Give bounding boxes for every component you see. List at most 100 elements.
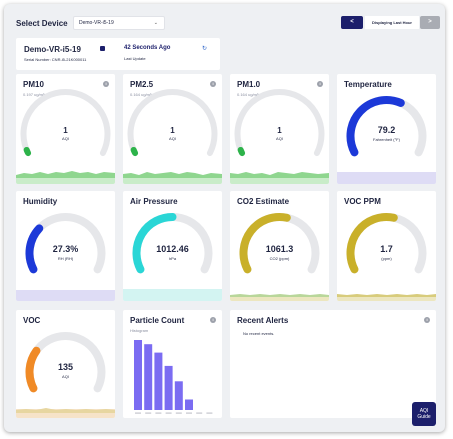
histogram-tick-label — [165, 412, 172, 414]
gauge-value: 1 — [277, 126, 282, 135]
gauge-fill — [239, 213, 291, 274]
particle-histogram — [134, 340, 213, 414]
gauge-value: 79.2 — [377, 125, 396, 135]
histogram-bar — [164, 365, 173, 410]
aqi-guide-button[interactable]: AQI Guide — [412, 402, 436, 426]
humidity-card[interactable]: Humidity 27.3% RH (RH) — [16, 191, 115, 301]
gauge — [25, 213, 106, 274]
gauge-track — [127, 89, 218, 157]
gauge-value: 1 — [63, 126, 68, 135]
trend-area — [16, 290, 115, 301]
card-subtitle: 0.197 ug/m³ — [23, 92, 45, 97]
serial-number: Serial Number: CNR-i5-21K000011 — [24, 57, 87, 62]
chevron-down-icon: ⌄ — [153, 20, 158, 26]
pm10-card[interactable]: PM10 0.197 ug/m³ i 1 AQI — [16, 74, 115, 184]
card-title: VOC — [23, 316, 41, 325]
device-badge-icon — [100, 46, 105, 51]
range-label: Displaying Last Hour — [365, 16, 419, 29]
gauge-fill — [130, 146, 139, 157]
gauge-track — [234, 89, 325, 157]
gauge-unit: AQI — [62, 374, 69, 379]
info-icon[interactable]: i — [103, 81, 109, 87]
refresh-icon[interactable]: ↻ — [202, 46, 208, 52]
gauge-fill — [346, 96, 405, 157]
gauge-unit: AQI — [276, 136, 283, 141]
next-range-button[interactable]: > — [420, 16, 440, 29]
top-bar: Select Device Demo-VR-i5-19 ⌄ < Displayi… — [4, 4, 445, 36]
gauge-fill — [132, 213, 177, 274]
gauge — [346, 96, 427, 157]
histogram-tick-label — [135, 412, 141, 414]
card-title: Particle Count — [130, 316, 185, 325]
card-title: PM10 — [23, 80, 44, 89]
card-title: Humidity — [23, 197, 58, 206]
voc-card[interactable]: VOC 135 AQI — [16, 310, 115, 418]
gauge — [239, 213, 320, 274]
card-title: Air Pressure — [130, 197, 178, 206]
last-update-time: 42 Seconds Ago — [124, 45, 171, 51]
previous-range-button[interactable]: < — [341, 16, 363, 29]
select-device-label: Select Device — [16, 19, 68, 28]
histogram-bar — [154, 352, 163, 410]
device-card: Demo-VR-i5-19 Serial Number: CNR-i5-21K0… — [16, 38, 220, 70]
pm1-card[interactable]: PM1.0 0.164 ug/m³ i 1 AQI — [230, 74, 329, 184]
gauge — [132, 213, 213, 274]
gauge-value: 1061.3 — [265, 244, 294, 254]
gauge-value: 1012.46 — [156, 244, 189, 254]
histogram-tick-label — [206, 412, 213, 414]
air-pressure-card[interactable]: Air Pressure 1012.46 hPa — [123, 191, 222, 301]
histogram-bar — [134, 340, 142, 410]
trend-area — [123, 172, 222, 184]
device-select[interactable]: Demo-VR-i5-19 ⌄ — [73, 16, 165, 30]
gauge-fill — [25, 224, 44, 274]
trend-area — [230, 294, 329, 301]
gauge-unit: Fahrenheit (°F) — [373, 137, 400, 142]
co2-estimate-card[interactable]: CO2 Estimate 1061.3 CO2 (ppm) — [230, 191, 329, 301]
card-title: VOC PPM — [344, 197, 381, 206]
card-subtitle: 0.164 ug/m³ — [237, 92, 259, 97]
histogram-bar — [185, 399, 193, 410]
gauge — [25, 332, 106, 393]
trend-area — [16, 408, 115, 418]
gauge — [234, 89, 325, 157]
gauge-value: 135 — [57, 362, 74, 372]
gauge-value: 27.3% — [52, 244, 79, 254]
info-icon[interactable]: i — [210, 317, 216, 323]
trend-area — [230, 172, 329, 184]
card-subtitle: 0.164 ug/m³ — [130, 92, 152, 97]
info-icon[interactable]: i — [210, 81, 216, 87]
info-icon[interactable]: i — [317, 81, 323, 87]
card-title: PM2.5 — [130, 80, 154, 89]
trend-area — [16, 171, 115, 184]
device-select-value: Demo-VR-i5-19 — [79, 20, 114, 26]
histogram-tick-label — [145, 412, 152, 414]
gauge — [346, 213, 427, 274]
temperature-card[interactable]: Temperature 79.2 Fahrenheit (°F) — [337, 74, 436, 184]
gauge — [20, 89, 111, 157]
histogram-bar — [174, 381, 183, 410]
histogram-tick-label — [196, 412, 203, 414]
gauge-unit: CO2 (ppm) — [269, 256, 290, 261]
card-subtitle: Histogram — [130, 328, 149, 333]
gauge-unit: (ppm) — [381, 256, 392, 261]
trend-area — [337, 172, 436, 184]
alerts-empty-message: No recent events. — [243, 331, 275, 336]
pm25-card[interactable]: PM2.5 0.164 ug/m³ i 1 AQI — [123, 74, 222, 184]
gauge-unit: AQI — [169, 136, 176, 141]
gauge-fill — [237, 146, 246, 157]
gauge-value: 1.7 — [380, 244, 393, 254]
gauge-fill — [346, 213, 398, 274]
voc-ppm-card[interactable]: VOC PPM 1.7 (ppm) — [337, 191, 436, 301]
trend-area — [337, 294, 436, 301]
gauge-value: 1 — [170, 126, 175, 135]
info-icon[interactable]: i — [424, 317, 430, 323]
aqi-guide-line2: Guide — [417, 414, 431, 420]
particle-count-card[interactable]: Particle Count Histogram i — [123, 310, 222, 418]
histogram-tick-label — [155, 412, 162, 414]
histogram-tick-label — [186, 412, 192, 414]
gauge — [127, 89, 218, 157]
gauge-track — [20, 89, 111, 157]
gauge-unit: AQI — [62, 136, 69, 141]
histogram-bar — [144, 344, 153, 410]
gauge-unit: RH (RH) — [57, 256, 74, 261]
